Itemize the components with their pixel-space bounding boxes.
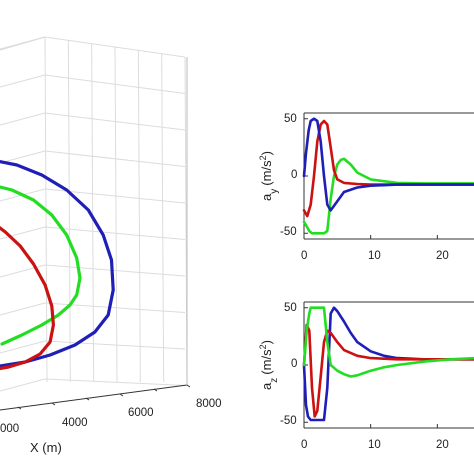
- grid-line: [0, 74, 46, 88]
- x-tick-4000: 4000: [62, 417, 88, 429]
- az-ytick-50: 50: [284, 302, 297, 314]
- grid-line: [44, 378, 186, 386]
- az-xtick-20: 20: [436, 439, 449, 451]
- grid-line: [0, 264, 46, 278]
- ay-curves: [302, 117, 474, 235]
- az-ytick-0: 0: [291, 358, 297, 370]
- grid-line: [0, 36, 46, 51]
- x-tick-mark: [186, 384, 191, 388]
- x-tick-mark: [119, 393, 124, 397]
- ay-ylabel: ay (m/s2): [258, 151, 280, 201]
- grid-line: [44, 150, 186, 167]
- grid-line: [161, 53, 165, 383]
- x-tick-partial: 000: [0, 423, 19, 435]
- ay-xtick-0: 0: [301, 250, 307, 262]
- grid-line: [137, 50, 141, 383]
- grid-line: [44, 264, 186, 277]
- grid-line: [0, 226, 46, 240]
- grid-line: [67, 40, 71, 383]
- ay-ylabel-sup: 2: [258, 155, 268, 160]
- grid-line: [44, 74, 186, 94]
- x-tick-mark: [153, 388, 158, 392]
- grid-line: [0, 340, 46, 354]
- blue-trajectory: [0, 159, 115, 368]
- az-ylabel-sup: 2: [258, 344, 268, 349]
- grid-line: [44, 112, 186, 131]
- ay-ylabel-unit: (m/s: [259, 160, 274, 186]
- az-ylabel-sub: z: [269, 378, 280, 383]
- grid-line: [0, 302, 46, 316]
- plot-3d-grid: [0, 36, 188, 392]
- az-ytick-minus50: -50: [280, 415, 297, 427]
- grid-line: [91, 43, 95, 383]
- red-trajectory: [0, 226, 56, 371]
- grid-line: [44, 340, 186, 350]
- grid-line: [0, 112, 46, 126]
- az-curves: [302, 306, 474, 422]
- x-tick-mark: [17, 406, 22, 410]
- green-series-line: [302, 157, 474, 235]
- green-trajectory: [0, 185, 82, 346]
- green-series-line: [302, 306, 474, 378]
- plot-3d: 000 4000 6000 8000 X (m): [0, 36, 222, 455]
- grid-line: [0, 378, 46, 392]
- x-tick-mark: [85, 397, 90, 401]
- x-axis-line: [0, 384, 188, 411]
- ay-ylabel-close: ): [259, 151, 274, 155]
- ay-ytick-minus50: -50: [280, 226, 297, 238]
- grid-line: [44, 36, 186, 58]
- grid-line: [0, 150, 46, 164]
- blue-series-line: [302, 117, 474, 212]
- plot-az: 50 0 -50 0 10 20 az (m/s2): [258, 301, 474, 451]
- az-xtick-10: 10: [368, 439, 381, 451]
- ay-ylabel-sub: y: [269, 189, 280, 194]
- x-tick-6000: 6000: [128, 407, 154, 419]
- x-tick-8000: 8000: [196, 398, 222, 410]
- ay-ytick-0: 0: [291, 169, 297, 181]
- plot-3d-axes: [0, 57, 191, 411]
- az-ylabel-unit: (m/s: [259, 349, 274, 375]
- plot-ay: 50 0 -50 0 10 20 ay (m/s2): [258, 112, 474, 262]
- az-xtick-0: 0: [301, 439, 307, 451]
- plot-3d-curves: [0, 159, 115, 371]
- grid-line: [44, 226, 186, 240]
- x-tick-mark: [51, 402, 56, 406]
- ay-ylabel-main: a: [259, 193, 274, 201]
- x-axis-label: X (m): [30, 440, 62, 455]
- az-ylabel-close: ): [259, 340, 274, 344]
- ay-xtick-10: 10: [368, 250, 381, 262]
- az-ylabel: az (m/s2): [258, 340, 280, 390]
- az-ylabel-main: a: [259, 382, 274, 390]
- ay-ytick-50: 50: [284, 113, 297, 125]
- grid-line: [114, 46, 118, 383]
- ay-xtick-20: 20: [436, 250, 449, 262]
